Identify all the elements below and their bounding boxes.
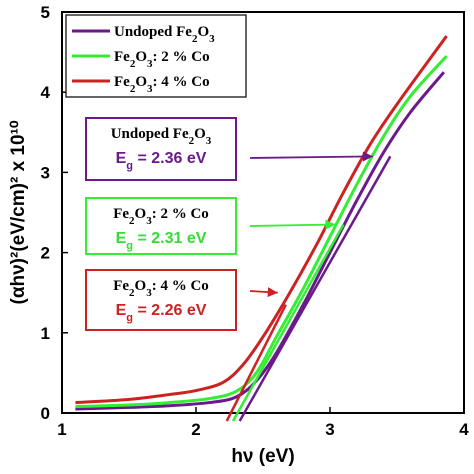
annotation-box-1 [85,197,237,255]
fit-line-1 [231,223,345,422]
annotation-arrow-0 [249,155,373,159]
legend-label-1: Fe2O3: 2 % Co [114,49,210,70]
annotation-box-2 [85,269,237,331]
y-tick-label: 2 [41,244,50,263]
x-tick-label: 3 [325,420,334,439]
annotation-eg-2: Eg = 2.26 eV [116,302,207,324]
annotation-arrowhead-0 [362,151,373,162]
annotation-arrowhead-2 [267,287,278,298]
x-axis-title: hν (eV) [231,446,294,467]
x-tick-label: 2 [191,420,200,439]
annotation-0: Undoped Fe2O3 Eg = 2.36 eV [85,117,373,181]
legend: Undoped Fe2O3 Fe2O3: 2 % Co Fe2O3: 4 % Co [65,14,247,98]
y-tick-label: 3 [41,163,50,182]
annotation-title-1: Fe2O3: 2 % Co [113,206,209,227]
plot-frame [61,11,465,414]
annotation-eg-0: Eg = 2.36 eV [116,150,207,172]
annotation-eg-1: Eg = 2.31 eV [116,230,207,252]
legend-label-0: Undoped Fe2O3 [114,24,215,45]
annotation-1: Fe2O3: 2 % Co Eg = 2.31 eV [85,197,336,255]
x-tick-label: 1 [57,420,66,439]
annotation-box-0 [85,117,237,181]
annotation-2: Fe2O3: 4 % Co Eg = 2.26 eV [85,269,278,331]
fit-line-2 [225,304,287,422]
x-tick-label: 4 [459,420,469,439]
y-tick-label: 5 [41,3,50,22]
fit-line-0 [238,155,392,422]
y-tick-label: 0 [41,404,50,423]
series-layer [75,35,448,411]
legend-box [65,14,247,98]
y-axis-title: (αhν)²(eV/cm)² x 10¹⁰ [8,120,29,304]
annotation-title-2: Fe2O3: 4 % Co [113,278,209,299]
annotations: Undoped Fe2O3 Eg = 2.36 eV Fe2O3: 2 % Co Eg… [85,117,373,331]
annotation-arrow-1 [249,223,336,227]
y-tick-label: 1 [41,324,50,343]
series-line-1 [75,55,448,409]
annotation-title-0: Undoped Fe2O3 [111,126,212,147]
y-tick-label: 4 [41,83,51,102]
series-line-0 [75,71,446,411]
annotation-arrowhead-1 [325,219,336,230]
fit-lines-layer [225,155,392,422]
series-line-2 [75,35,448,405]
legend-label-2: Fe2O3: 4 % Co [114,74,210,95]
